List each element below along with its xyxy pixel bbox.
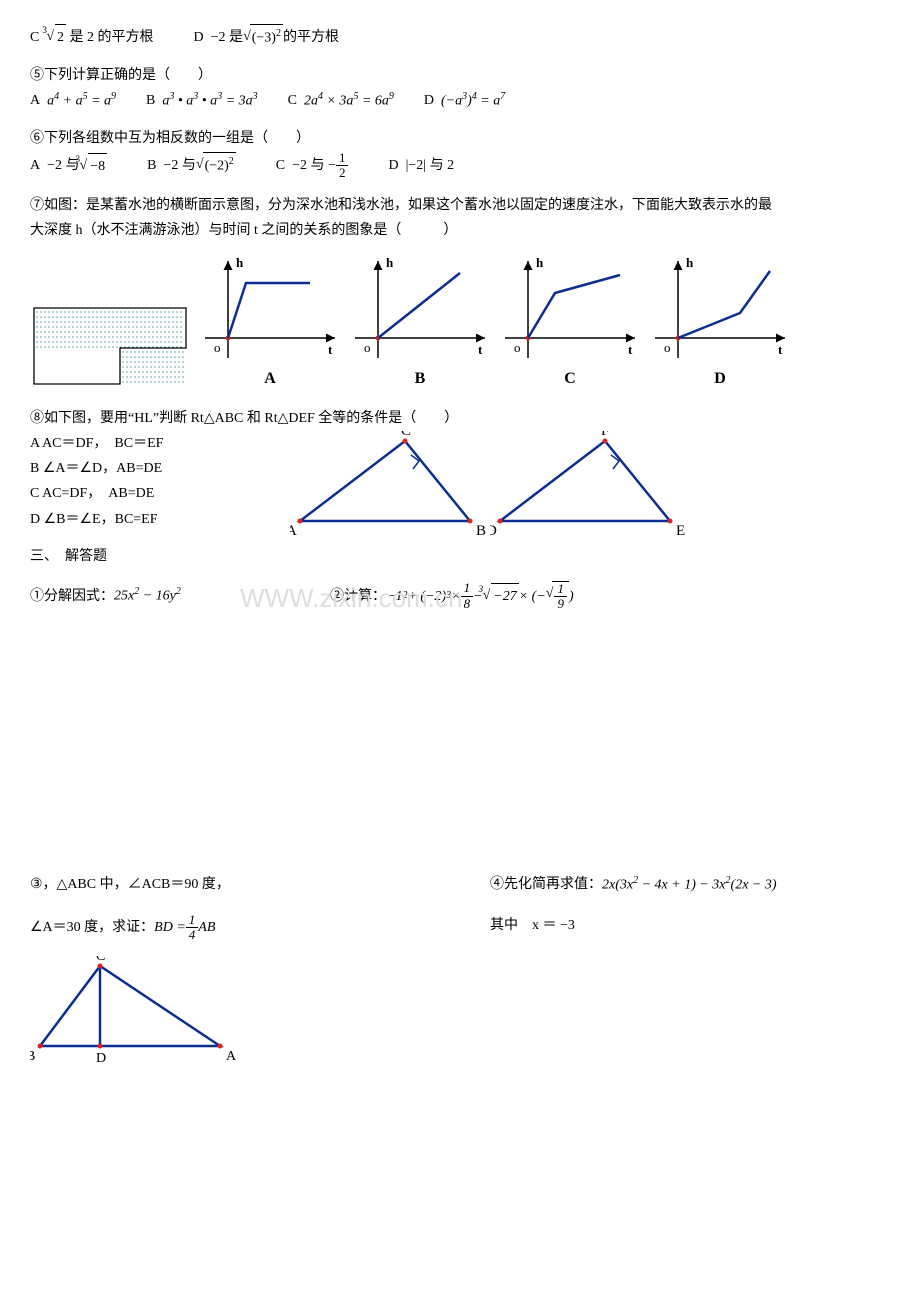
- graph-a: h t o: [200, 253, 340, 363]
- cbrt-icon: 3√2: [46, 24, 66, 50]
- triangle-abc: A B C: [290, 431, 490, 541]
- svg-text:A: A: [226, 1049, 237, 1064]
- pool-diagram: [30, 304, 190, 394]
- question-c-d: C 3√2 是 2 的平方根 D −2 是 (−3)2 的平方根: [30, 24, 890, 51]
- math: 25x2 − 16y2: [114, 583, 181, 609]
- graph-b: h t o: [350, 253, 490, 363]
- q5-options: A a4 + a5 = a9 B a3 • a3 • a3 = 3a3 C 2a…: [30, 88, 890, 114]
- opt-text: 是 2 的平方根: [70, 25, 154, 50]
- q6-stem: ⑥下列各组数中互为相反数的一组是（ ）: [30, 126, 890, 151]
- q5-opt-a: A a4 + a5 = a9: [30, 88, 116, 114]
- q8-options: A AC＝DF， BC＝EF B ∠A＝∠D，AB=DE C AC=DF， AB…: [30, 431, 290, 569]
- option-c: C 3√2 是 2 的平方根: [30, 24, 154, 50]
- graph-c: h t o: [500, 253, 640, 363]
- q5-opt-b: B a3 • a3 • a3 = 3a3: [146, 88, 258, 114]
- svg-text:C: C: [401, 431, 411, 439]
- q6-opt-a: A −2 与 3√−8: [30, 153, 107, 179]
- sec3-q3: ③，△ABC 中，∠ACB＝90 度， ∠A＝30 度，求证： BD = 14 …: [30, 872, 430, 1067]
- cbrt-icon: 3√−27: [483, 583, 519, 609]
- q5-stem: ⑤下列计算正确的是（ ）: [30, 63, 890, 88]
- math: BD = 14 AB: [154, 913, 215, 943]
- svg-text:E: E: [676, 523, 685, 539]
- q8-row: A AC＝DF， BC＝EF B ∠A＝∠D，AB=DE C AC=DF， AB…: [30, 431, 890, 569]
- sec3-q1-q2: ①分解因式： 25x2 − 16y2 WWW.zixin.com.cn ②计算：…: [30, 581, 890, 612]
- q6-opt-d: D |−2| 与 2: [388, 153, 454, 178]
- math: 2a4 × 3a5 = 6a9: [304, 88, 394, 114]
- q7-stem-2: 大深度 h（水不注满游泳池）与时间 t 之间的关系的图象是（ ）: [30, 218, 890, 243]
- q6-opt-c: C −2 与 − 12: [276, 151, 349, 181]
- sec3-q1: ①分解因式： 25x2 − 16y2: [30, 583, 330, 609]
- vertical-spacer: [30, 612, 890, 872]
- opt-label: C: [30, 25, 39, 50]
- svg-text:t: t: [328, 342, 333, 357]
- q5-opt-d: D (−a3)4 = a7: [424, 88, 505, 114]
- svg-text:B: B: [30, 1049, 35, 1064]
- q8-opt-c: C AC=DF， AB=DE: [30, 481, 290, 506]
- q3-line2: ∠A＝30 度，求证： BD = 14 AB: [30, 913, 430, 943]
- sqrt-icon: 19: [546, 581, 569, 612]
- svg-text:o: o: [664, 340, 671, 355]
- q6-options: A −2 与 3√−8 B −2 与 (−2)2 C −2 与 − 12 D |…: [30, 151, 890, 181]
- graph-b-wrap: htoB: [350, 253, 490, 394]
- option-d: D −2 是 (−3)2 的平方根: [194, 24, 339, 51]
- svg-text:C: C: [96, 956, 105, 964]
- math: (−a3)4 = a7: [441, 88, 505, 114]
- svg-text:t: t: [778, 342, 783, 357]
- svg-text:h: h: [236, 255, 244, 270]
- svg-text:h: h: [536, 255, 544, 270]
- fraction: 14: [186, 913, 199, 943]
- graph-d-wrap: htoD: [650, 253, 790, 394]
- q7-stem-1: ⑦如图：是某蓄水池的横断面示意图，分为深水池和浅水池，如果这个蓄水池以固定的速度…: [30, 193, 890, 218]
- svg-text:D: D: [490, 523, 497, 539]
- svg-text:o: o: [214, 340, 221, 355]
- opt-text: 的平方根: [283, 25, 339, 50]
- q4-line2: 其中 x ＝ −3: [490, 913, 890, 938]
- graph-d: h t o: [650, 253, 790, 363]
- sqrt-icon: (−2)2: [196, 152, 236, 179]
- math: a3 • a3 • a3 = 3a3: [162, 88, 257, 114]
- opt-text: −2 是: [211, 25, 243, 50]
- math: 2x(3x2 − 4x + 1) − 3x2(2x − 3): [602, 872, 777, 898]
- sec3-q3-q4: ③，△ABC 中，∠ACB＝90 度， ∠A＝30 度，求证： BD = 14 …: [30, 872, 890, 1067]
- math: a4 + a5 = a9: [47, 88, 116, 114]
- sec3-q4: ④先化简再求值： 2x(3x2 − 4x + 1) − 3x2(2x − 3) …: [490, 872, 890, 1067]
- q8-stem: ⑧如下图，要用“HL”判断 Rt△ABC 和 Rt△DEF 全等的条件是（ ）: [30, 406, 890, 431]
- q3-line1: ③，△ABC 中，∠ACB＝90 度，: [30, 872, 430, 897]
- sec3-q2: ②计算： −12 + (−2)3 × 18 − 3√−27 × (− 19 ): [330, 581, 574, 612]
- q8-opt-d: D ∠B＝∠E，BC=EF: [30, 507, 290, 532]
- svg-text:h: h: [386, 255, 394, 270]
- cbrt-icon: 3√−8: [80, 153, 108, 179]
- svg-text:t: t: [478, 342, 483, 357]
- q7-figures: htoA htoB htoC htoD: [30, 253, 890, 394]
- svg-text:B: B: [476, 523, 486, 539]
- graph-a-wrap: htoA: [200, 253, 340, 394]
- q5-opt-c: C 2a4 × 3a5 = 6a9: [288, 88, 394, 114]
- math: −12 + (−2)3 × 18 − 3√−27 × (− 19 ): [386, 581, 574, 612]
- section-3-title: 三、 解答题: [30, 544, 290, 569]
- fraction: 18: [461, 581, 474, 611]
- q8-opt-a: A AC＝DF， BC＝EF: [30, 431, 290, 456]
- svg-text:F: F: [601, 431, 609, 439]
- q4-line1: ④先化简再求值： 2x(3x2 − 4x + 1) − 3x2(2x − 3): [490, 872, 890, 898]
- svg-text:A: A: [290, 523, 297, 539]
- q6-opt-b: B −2 与 (−2)2: [147, 152, 236, 179]
- q8-opt-b: B ∠A＝∠D，AB=DE: [30, 456, 290, 481]
- svg-text:D: D: [96, 1051, 106, 1066]
- opt-label: D: [194, 25, 204, 50]
- triangle-def: D E F: [490, 431, 690, 541]
- graph-c-wrap: htoC: [500, 253, 640, 394]
- triangle-bda-c: B D A C: [30, 956, 240, 1066]
- sqrt-icon: (−3)2: [243, 24, 283, 51]
- svg-text:o: o: [514, 340, 521, 355]
- svg-text:t: t: [628, 342, 633, 357]
- svg-text:o: o: [364, 340, 371, 355]
- fraction: 12: [336, 151, 349, 181]
- svg-text:h: h: [686, 255, 694, 270]
